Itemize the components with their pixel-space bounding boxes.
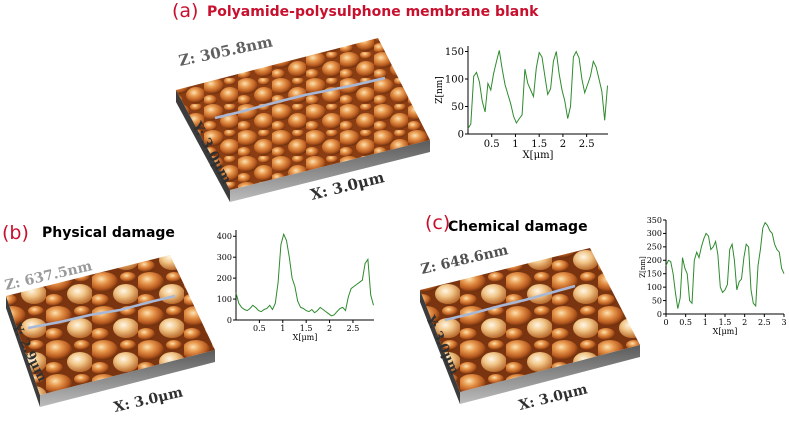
x-tick-label: 2.5 [758, 318, 771, 327]
y-tick-label: 350 [647, 216, 662, 225]
panel-a-title: Polyamide-polysulphone membrane blank [207, 4, 539, 20]
x-tick-label: 1.5 [719, 318, 732, 327]
afm-image-a: Z: 305.8nm Y: 3.0μm X: 3.0μm [176, 32, 430, 204]
x-tick-label: 0.5 [253, 324, 266, 333]
x-tick-label: 1 [703, 318, 708, 327]
x-axis-label: X[μm] [523, 150, 554, 161]
x-tick-label: 0 [663, 318, 668, 327]
y-axis-label: Z[nm] [435, 76, 445, 104]
x-tick-label: 0.5 [484, 139, 500, 150]
panel-b-title: Physical damage [42, 225, 175, 241]
profile-line [665, 221, 785, 309]
x-axis-label: X[μm] [293, 333, 318, 342]
profile-line [467, 50, 608, 129]
y-tick-label: 200 [217, 274, 232, 283]
afm-c-front-side [460, 345, 640, 404]
afm-b-surface [6, 255, 215, 395]
afm-a-z-label: Z: 305.8nm [177, 32, 274, 69]
y-tick-label: 100 [445, 75, 464, 86]
x-tick-label: 1.5 [300, 324, 313, 333]
y-tick-label: 200 [647, 256, 662, 265]
x-tick-label: 1.5 [531, 139, 547, 150]
x-tick-label: 2 [742, 318, 747, 327]
profile-chart-a: 0.5 1 1.5 2 2.5 0 50 100 150 X[μm] Z[nm] [435, 46, 608, 161]
x-tick-label: 1 [512, 139, 518, 150]
y-tick-label: 150 [445, 47, 464, 58]
y-axis-label: Z[nm] [639, 256, 647, 278]
y-tick-label: 300 [217, 253, 232, 262]
afm-b-x-label: X: 3.0μm [112, 384, 184, 415]
panel-b-label: (b) [2, 222, 29, 244]
y-tick-label: 250 [647, 243, 662, 252]
panel-a-label: (a) [172, 0, 199, 22]
y-tick-label: 0 [227, 316, 232, 325]
x-tick-label: 2.5 [347, 324, 360, 333]
panel-c-title: Chemical damage [448, 219, 588, 235]
profile-chart-b: 0.5 1 1.5 2 2.5 0 100 200 300 400 X[μm] [217, 230, 374, 342]
y-tick-label: 0 [458, 130, 464, 141]
y-tick-label: 150 [647, 270, 662, 279]
y-tick-label: 50 [451, 102, 464, 113]
x-axis-label: X[μm] [713, 327, 738, 336]
y-tick-label: 100 [217, 295, 232, 304]
y-tick-label: 400 [217, 232, 232, 241]
afm-a-left-side [176, 90, 230, 202]
panel-c-label: (c) [425, 212, 451, 234]
y-tick-label: 100 [647, 283, 662, 292]
afm-c-profile-trace [444, 284, 576, 322]
afm-b-profile-trace [27, 294, 176, 330]
y-tick-label: 300 [647, 229, 662, 238]
afm-image-c: Z: 648.6nm Y: 3.0μm X: 3.0μm [419, 242, 640, 414]
x-tick-label: 2.5 [579, 139, 595, 150]
x-tick-label: 0.5 [679, 318, 692, 327]
afm-a-surface [176, 38, 430, 190]
y-tick-label: 0 [657, 310, 662, 319]
afm-b-left-side [6, 296, 40, 407]
profile-line [235, 232, 374, 317]
afm-a-front-side [230, 140, 430, 202]
x-tick-label: 1 [280, 324, 285, 333]
x-tick-label: 2 [327, 324, 332, 333]
afm-c-surface [420, 248, 640, 392]
x-tick-label: 2 [560, 139, 566, 150]
afm-a-profile-trace [214, 76, 386, 120]
afm-image-b: Z: 637.5nm Y: 2.9μm X: 3.0μm [3, 255, 215, 416]
afm-b-front-side [40, 350, 215, 407]
afm-c-left-side [420, 290, 460, 404]
profile-chart-c: 0 0.5 1 1.5 2 2.5 3 0 50 100 150 200 250 300 350 X[μm] Z… [639, 216, 786, 336]
x-tick-label: 3 [781, 318, 786, 327]
y-tick-label: 50 [652, 296, 662, 305]
